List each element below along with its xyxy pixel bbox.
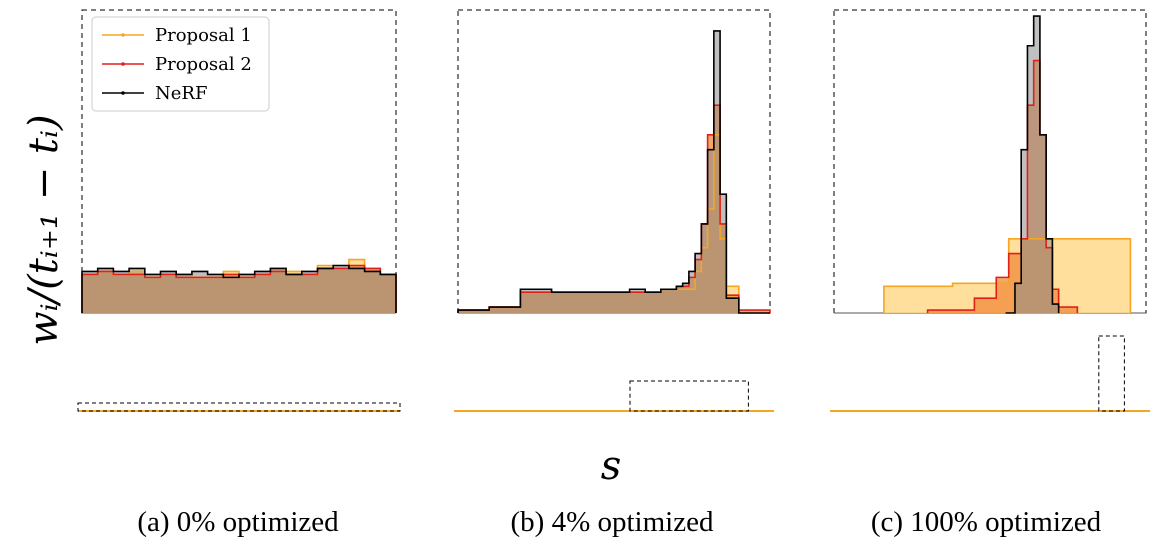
legend-marker-1 <box>121 62 125 66</box>
nerf-area-b <box>458 30 770 313</box>
proposal2-line-b <box>457 104 771 313</box>
legend-label-2: NeRF <box>155 83 207 104</box>
mini-zoom-box-a <box>77 402 401 412</box>
panel-c <box>830 9 1150 412</box>
mini-zoom-box-c <box>1098 335 1125 412</box>
caption-b: (b) 4% optimized <box>510 506 714 538</box>
mini-zoom-box-b <box>629 380 749 412</box>
legend: Proposal 1 Proposal 2 NeRF <box>91 16 270 112</box>
legend-label-1: Proposal 2 <box>155 54 252 75</box>
x-axis-label: s <box>600 443 622 489</box>
panel-b-frame <box>457 9 771 314</box>
nerf-line-c <box>1005 15 1060 314</box>
legend-marker-0 <box>121 33 125 37</box>
legend-box <box>91 16 270 112</box>
legend-marker-2 <box>121 91 125 95</box>
panel-a <box>77 9 401 412</box>
y-axis-label: wᵢ/(tᵢ₊₁ − tᵢ) <box>21 114 67 346</box>
caption-a: (a) 0% optimized <box>137 506 339 538</box>
panel-b <box>454 9 774 412</box>
nerf-line-a <box>81 264 397 313</box>
panel-c-frame <box>833 9 1147 314</box>
caption-c: (c) 100% optimized <box>870 506 1102 538</box>
proposal1-line-c <box>883 237 1132 313</box>
nerf-line-b <box>457 30 770 314</box>
legend-label-0: Proposal 1 <box>155 25 252 46</box>
proposal1-area-c <box>883 238 1131 313</box>
proposal2-line-c <box>926 59 1079 313</box>
